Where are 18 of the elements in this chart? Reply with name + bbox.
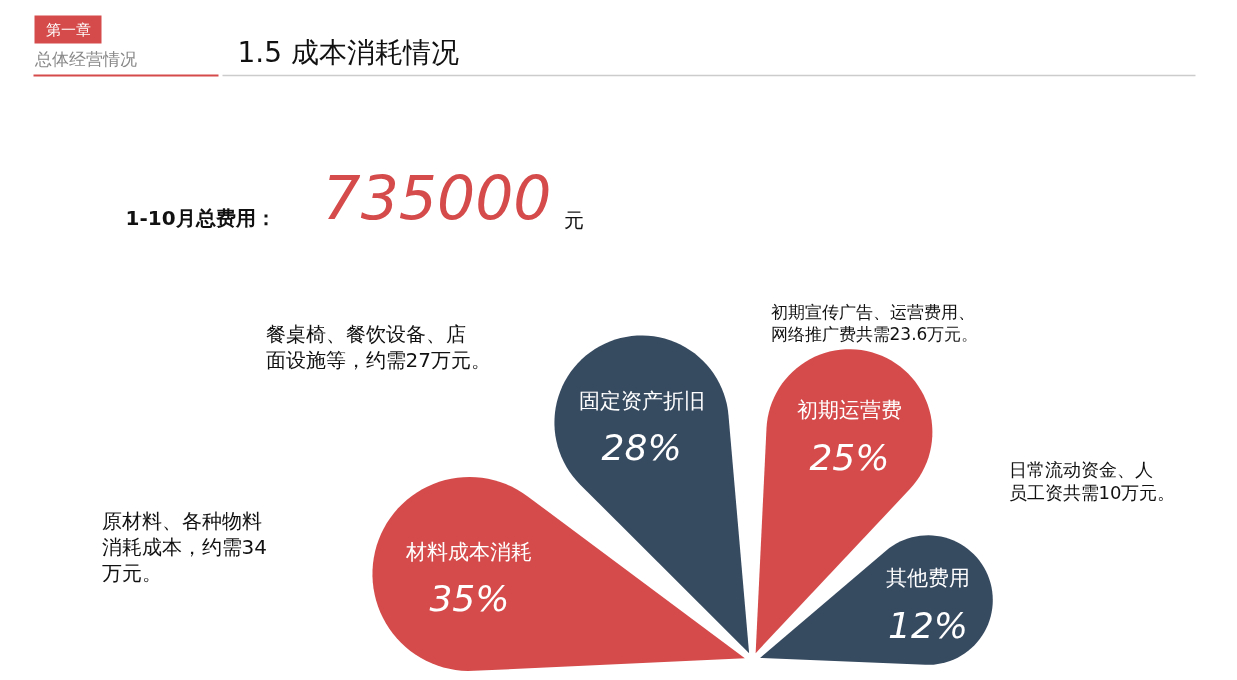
data-label: 12% [887, 604, 968, 646]
text: 总体经营情况 [33, 48, 137, 69]
data-label: 28% [601, 427, 682, 469]
text: 日常流动资金、人员工资共需10万元。 [1008, 459, 1176, 504]
data-label: 35% [429, 578, 510, 620]
data-label: 25% [809, 436, 890, 478]
category-label: 初期运营费 [796, 398, 902, 423]
category-label: 材料成本消耗 [405, 539, 533, 564]
text: 1.5 成本消耗情况 [237, 36, 459, 69]
text: 元 [563, 207, 584, 232]
text: 735000 [322, 163, 552, 233]
text: 原材料、各种物料消耗成本，约需34万元。 [101, 508, 267, 585]
text: 第一章 [46, 20, 91, 39]
text: 1-10月总费用： [125, 205, 276, 230]
category-label: 固定资产折旧 [578, 388, 705, 413]
category-label: 其他费用 [885, 566, 970, 591]
text: 初期宣传广告、运营费用、网络推广费共需23.6万元。 [770, 301, 979, 344]
text: 餐桌椅、餐饮设备、店面设施等，约需27万元。 [265, 321, 491, 372]
